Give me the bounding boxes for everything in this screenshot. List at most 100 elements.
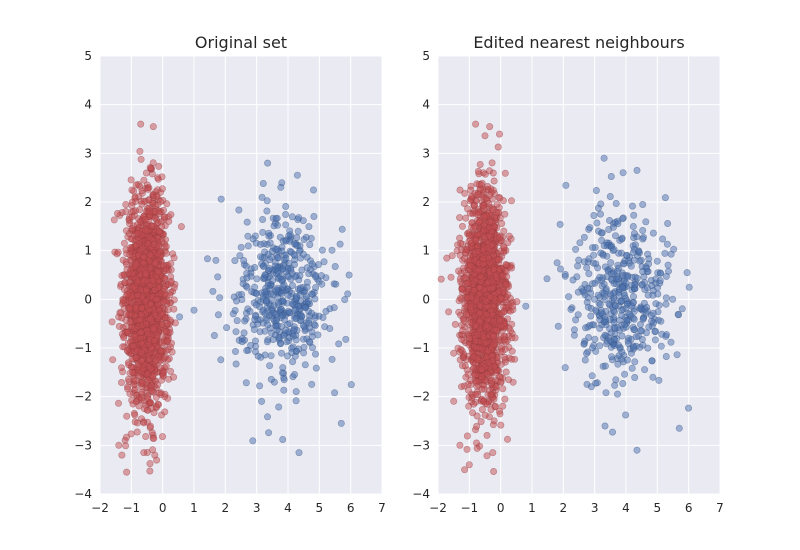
scatter-point <box>108 318 116 326</box>
scatter-point <box>569 276 577 284</box>
scatter-point <box>649 309 657 317</box>
x-tick-label: 6 <box>347 501 355 515</box>
scatter-point <box>576 239 584 247</box>
scatter-point <box>630 230 638 238</box>
y-tick-label: −4 <box>74 487 92 501</box>
scatter-point <box>160 285 168 293</box>
scatter-point <box>488 159 496 167</box>
scatter-point <box>614 341 622 349</box>
scatter-point <box>453 247 461 255</box>
scatter-point <box>450 397 458 405</box>
scatter-point <box>491 402 499 410</box>
x-tick-label: 7 <box>378 501 386 515</box>
scatter-point <box>291 370 299 378</box>
scatter-point <box>126 244 134 252</box>
scatter-point <box>621 370 629 378</box>
scatter-point <box>145 362 153 370</box>
scatter-point <box>310 213 318 221</box>
scatter-point <box>137 357 145 365</box>
scatter-point <box>631 373 639 381</box>
scatter-point <box>570 326 578 334</box>
scatter-point <box>328 246 336 254</box>
scatter-point <box>674 311 682 319</box>
scatter-point <box>509 302 517 310</box>
scatter-point <box>580 340 588 348</box>
scatter-point <box>119 343 127 351</box>
scatter-point <box>611 232 619 240</box>
scatter-point <box>581 324 589 332</box>
scatter-point <box>497 294 505 302</box>
scatter-point <box>500 336 508 344</box>
scatter-point <box>501 395 509 403</box>
scatter-point <box>613 390 621 398</box>
scatter-point <box>684 404 692 412</box>
scatter-point <box>146 208 154 216</box>
scatter-point <box>306 241 314 249</box>
scatter-point <box>258 260 266 268</box>
scatter-point <box>126 251 134 259</box>
scatter-point <box>655 376 663 384</box>
scatter-point <box>311 273 319 281</box>
scatter-point <box>499 402 507 410</box>
scatter-point <box>597 229 605 237</box>
scatter-point <box>311 350 319 358</box>
scatter-point <box>293 171 301 179</box>
scatter-point <box>176 313 184 321</box>
scatter-point <box>138 378 146 386</box>
scatter-point <box>596 300 604 308</box>
scatter-point <box>614 220 622 228</box>
scatter-point <box>303 264 311 272</box>
scatter-point <box>122 310 130 318</box>
scatter-point <box>311 321 319 329</box>
scatter-point <box>675 424 683 432</box>
scatter-point <box>596 342 604 350</box>
scatter-point <box>585 225 593 233</box>
y-tick-label: 4 <box>84 98 92 112</box>
scatter-point <box>138 339 146 347</box>
scatter-point <box>458 222 466 230</box>
scatter-point <box>261 271 269 279</box>
scatter-point <box>590 295 598 303</box>
scatter-point <box>492 209 500 217</box>
scatter-point <box>478 373 486 381</box>
scatter-point <box>155 227 163 235</box>
scatter-point <box>619 169 627 177</box>
scatter-point <box>437 275 445 283</box>
scatter-point <box>670 245 678 253</box>
scatter-point <box>190 306 198 314</box>
scatter-point <box>332 280 340 288</box>
scatter-point <box>485 167 493 175</box>
scatter-point <box>607 353 615 361</box>
scatter-point <box>606 193 614 201</box>
x-tick-label: −2 <box>91 501 109 515</box>
scatter-point <box>654 316 662 324</box>
scatter-point <box>278 369 286 377</box>
scatter-point <box>246 307 254 315</box>
y-tick-label: 5 <box>422 49 430 63</box>
scatter-point <box>475 218 483 226</box>
scatter-point <box>543 275 551 283</box>
scatter-point <box>561 364 569 372</box>
scatter-point <box>467 293 475 301</box>
scatter-point <box>158 173 166 181</box>
scatter-point <box>301 361 309 369</box>
scatter-point <box>673 351 681 359</box>
scatter-point <box>284 320 292 328</box>
scatter-point <box>636 327 644 335</box>
scatter-point <box>300 349 308 357</box>
scatter-point <box>266 265 274 273</box>
scatter-point <box>572 245 580 253</box>
scatter-point <box>594 264 602 272</box>
scatter-point <box>639 233 647 241</box>
y-tick-label: 1 <box>422 244 430 258</box>
scatter-point <box>565 293 573 301</box>
scatter-point <box>648 317 656 325</box>
scatter-point <box>341 296 349 304</box>
scatter-point <box>461 466 469 474</box>
y-tick-label: −1 <box>412 341 430 355</box>
scatter-point <box>280 331 288 339</box>
scatter-point <box>652 300 660 308</box>
scatter-point <box>615 352 623 360</box>
scatter-point <box>639 201 647 209</box>
